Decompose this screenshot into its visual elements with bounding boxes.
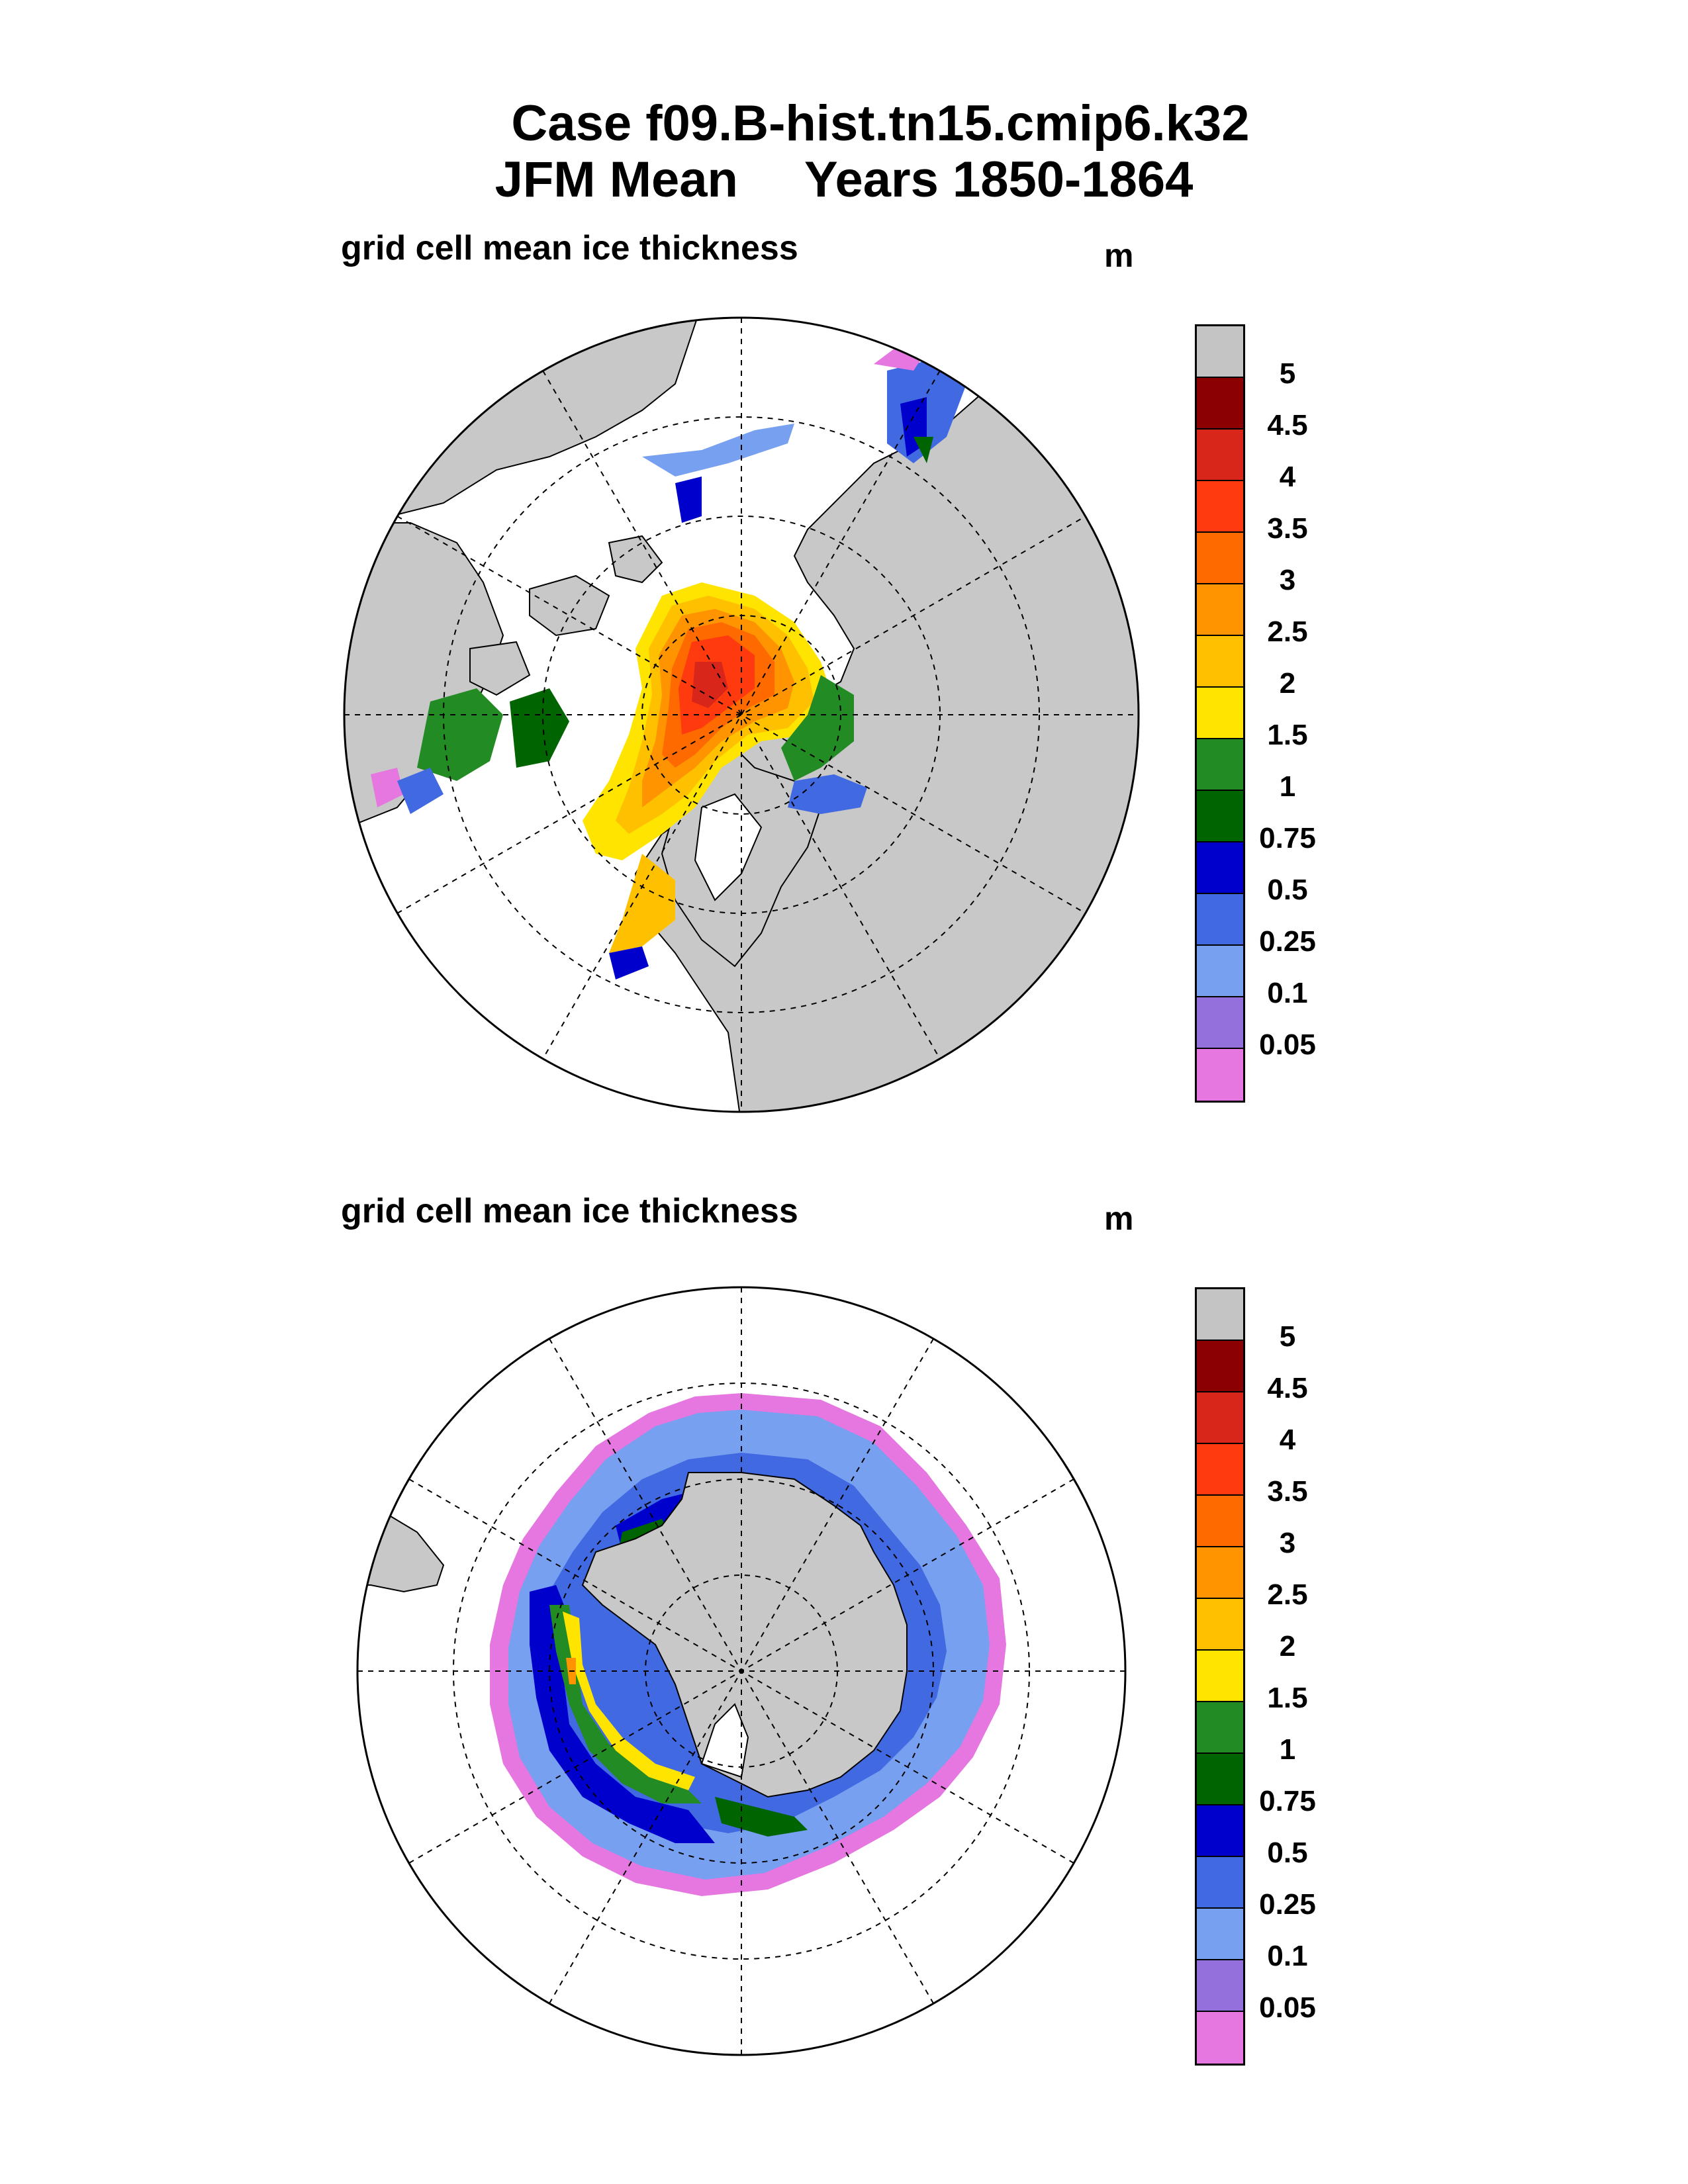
colorbar-label: 0.5 xyxy=(1267,1837,1308,1869)
antarctic-map xyxy=(356,1286,1127,2056)
colorbar-segment xyxy=(1197,636,1243,688)
ross-sea xyxy=(700,1703,749,1778)
colorbar-label: 3.5 xyxy=(1267,512,1308,545)
colorbar-label: 5 xyxy=(1279,357,1296,390)
colorbar-label: 2 xyxy=(1279,1630,1296,1662)
years-label: Years 1850-1864 xyxy=(804,152,1194,208)
colorbar-label: 3 xyxy=(1279,564,1296,596)
colorbar-segment xyxy=(1197,378,1243,430)
colorbar-label: 1 xyxy=(1279,1733,1296,1766)
colorbar-segment xyxy=(1197,584,1243,636)
arctic-map xyxy=(343,316,1140,1113)
colorbar-segment xyxy=(1197,791,1243,842)
colorbar-label: 0.1 xyxy=(1267,1940,1308,1972)
panel1-title: grid cell mean ice thickness xyxy=(341,229,798,267)
colorbar-2 xyxy=(1195,1287,1245,2066)
colorbar-label: 0.25 xyxy=(1259,1888,1316,1921)
figure-subtitle: JFM Mean Years 1850-1864 xyxy=(0,152,1688,208)
colorbar-segment xyxy=(1197,430,1243,481)
colorbar-label: 3 xyxy=(1279,1527,1296,1559)
colorbar-label: 4 xyxy=(1279,1424,1296,1456)
colorbar-segment xyxy=(1197,1805,1243,1857)
colorbar-label: 4.5 xyxy=(1267,409,1308,441)
map-boundary xyxy=(343,316,1140,1113)
colorbar-label: 0.05 xyxy=(1259,1028,1316,1061)
colorbar-segment xyxy=(1197,946,1243,997)
colorbar-segment xyxy=(1197,1599,1243,1651)
colorbar-label: 1 xyxy=(1279,770,1296,803)
colorbar-segment xyxy=(1197,1857,1243,1909)
colorbar-segment xyxy=(1197,842,1243,894)
colorbar-segment xyxy=(1197,533,1243,584)
colorbar-label: 0.25 xyxy=(1259,925,1316,958)
panel2-title: grid cell mean ice thickness xyxy=(341,1192,798,1230)
colorbar-label: 1.5 xyxy=(1267,719,1308,751)
colorbar-segment xyxy=(1197,1392,1243,1444)
colorbar-label: 2.5 xyxy=(1267,1578,1308,1611)
colorbar-segment xyxy=(1197,1960,1243,2012)
colorbar-segment xyxy=(1197,1651,1243,1702)
colorbar-1 xyxy=(1195,324,1245,1103)
colorbar-label: 0.1 xyxy=(1267,977,1308,1009)
colorbar-label: 0.5 xyxy=(1267,874,1308,906)
colorbar-label: 2.5 xyxy=(1267,615,1308,648)
arctic-sea-ice xyxy=(371,344,966,979)
colorbar-label: 2 xyxy=(1279,667,1296,700)
map-boundary xyxy=(356,1286,1127,2056)
colorbar-segment xyxy=(1197,2012,1243,2064)
panel2-units: m xyxy=(1104,1200,1134,1237)
colorbar-label: 3.5 xyxy=(1267,1475,1308,1508)
colorbar-label: 0.75 xyxy=(1259,1785,1316,1817)
colorbar-label: 4.5 xyxy=(1267,1372,1308,1404)
colorbar-segment xyxy=(1197,739,1243,791)
colorbar-segment xyxy=(1197,1496,1243,1547)
colorbar-segment xyxy=(1197,894,1243,946)
colorbar-segment xyxy=(1197,1341,1243,1392)
colorbar-label: 1.5 xyxy=(1267,1682,1308,1714)
graticule xyxy=(344,318,1139,1112)
colorbar-label: 5 xyxy=(1279,1320,1296,1353)
colorbar-segment xyxy=(1197,1547,1243,1599)
colorbar-label: 0.05 xyxy=(1259,1991,1316,2024)
colorbar-segment xyxy=(1197,1754,1243,1805)
colorbar-segment xyxy=(1197,1444,1243,1496)
colorbar-segment xyxy=(1197,688,1243,739)
colorbar-segment xyxy=(1197,1289,1243,1341)
season-label: JFM Mean xyxy=(494,152,738,208)
colorbar-label: 4 xyxy=(1279,461,1296,493)
colorbar-segment xyxy=(1197,1702,1243,1754)
colorbar-label: 0.75 xyxy=(1259,822,1316,854)
graticule xyxy=(357,1287,1125,2055)
colorbar-segment xyxy=(1197,481,1243,533)
colorbar-segment xyxy=(1197,997,1243,1049)
panel1-units: m xyxy=(1104,237,1134,274)
colorbar-segment xyxy=(1197,326,1243,378)
figure-title: Case f09.B-hist.tn15.cmip6.k32 xyxy=(511,95,1250,152)
colorbar-segment xyxy=(1197,1049,1243,1101)
colorbar-segment xyxy=(1197,1909,1243,1960)
